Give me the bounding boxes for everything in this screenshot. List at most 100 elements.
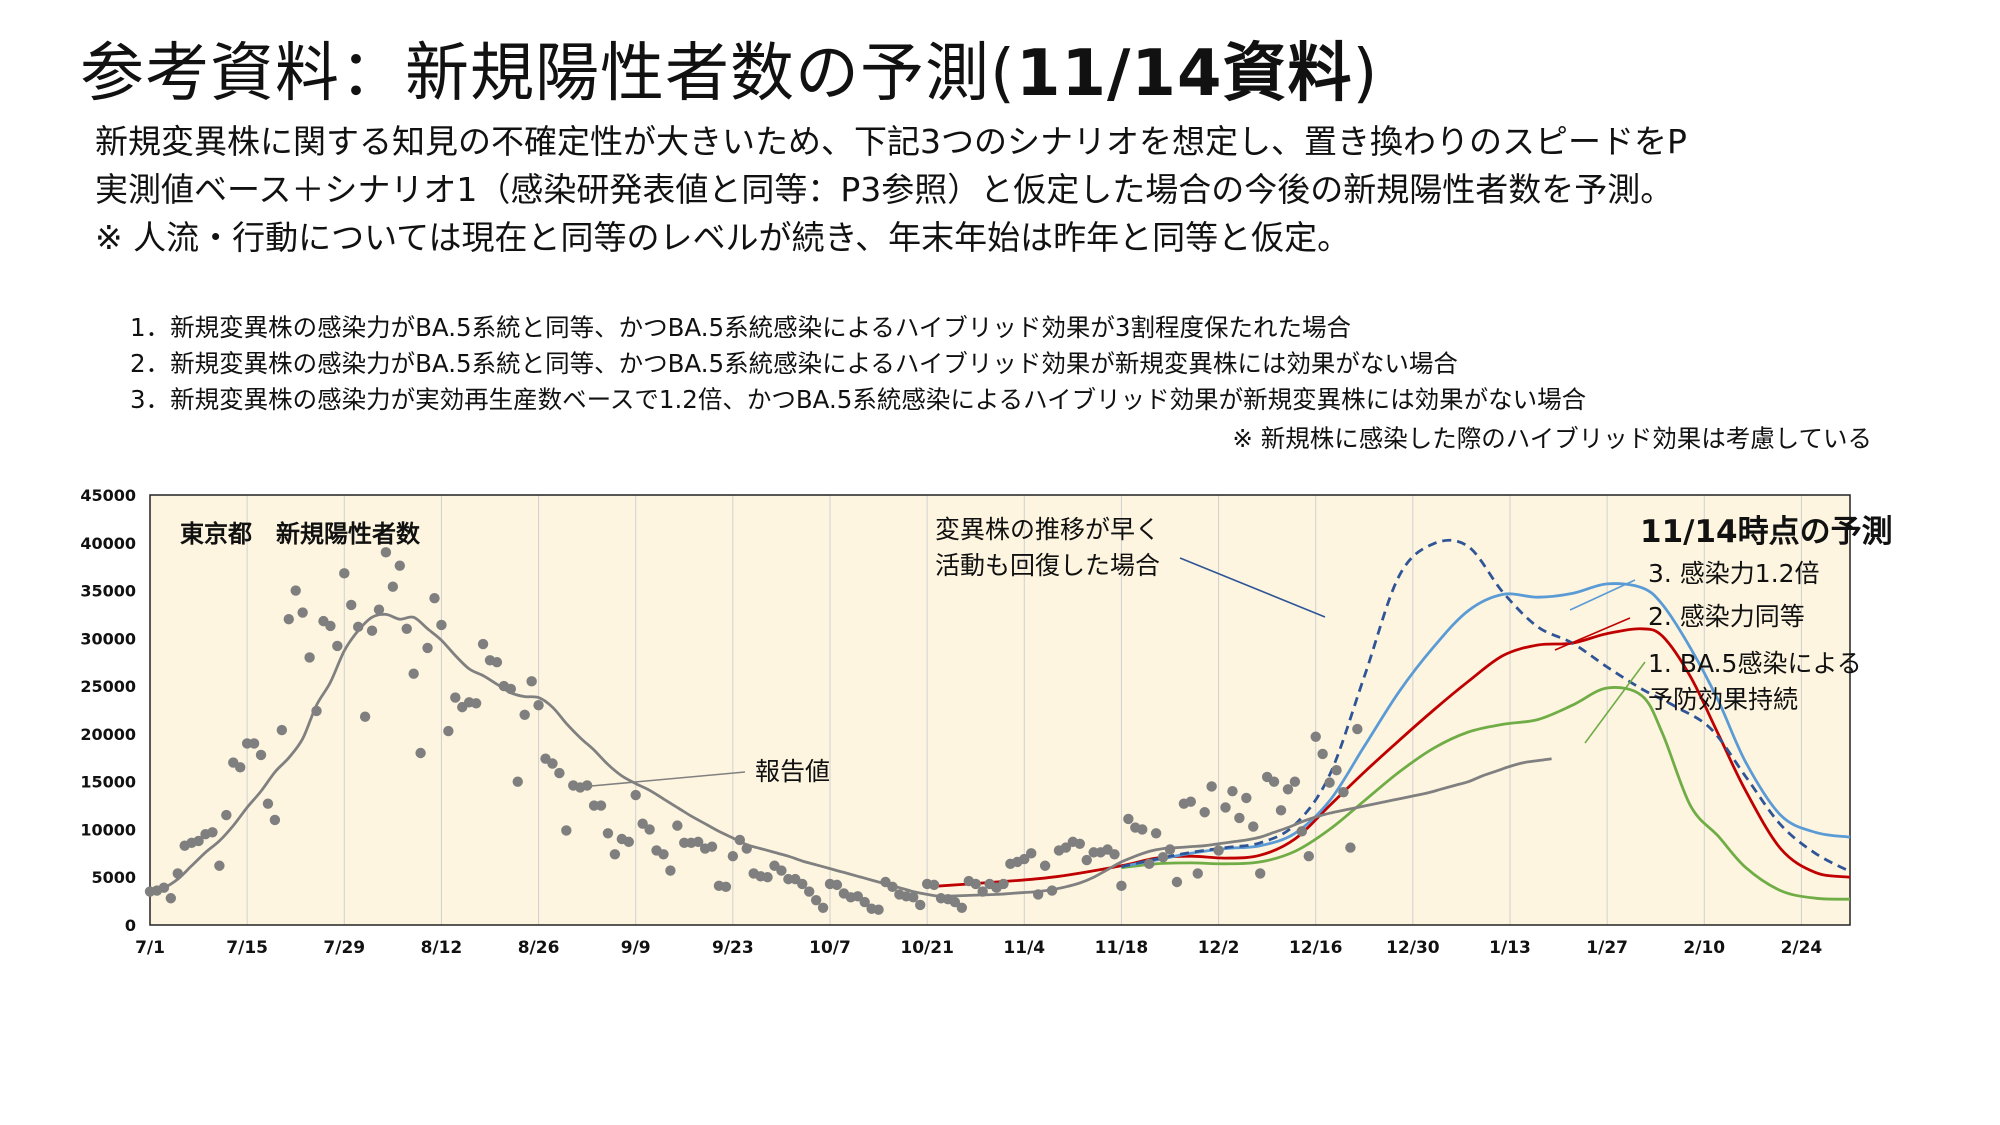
intro-line: 新規変異株に関する知見の不確定性が大きいため、下記3つのシナリオを想定し、置き換… xyxy=(95,122,1687,161)
data-point xyxy=(1185,796,1197,807)
x-tick-label: 8/26 xyxy=(518,938,560,958)
annotation-scenario3: 3. 感染力1.2倍 xyxy=(1648,559,1820,588)
data-point xyxy=(172,868,183,879)
title-end-text: ) xyxy=(1352,37,1379,111)
y-tick-label: 25000 xyxy=(80,677,136,696)
series-line-dashed xyxy=(1121,538,1851,873)
series-line-scenario3 xyxy=(1121,582,1851,869)
x-tick-label: 11/4 xyxy=(1003,938,1045,958)
series-line-scenario1 xyxy=(1121,686,1851,901)
data-point xyxy=(1192,868,1203,879)
plot-border xyxy=(149,494,1851,926)
data-point xyxy=(1019,853,1030,865)
data-point xyxy=(276,724,288,736)
data-point xyxy=(359,711,371,722)
annotation-dashed: 変異株の推移が早く xyxy=(935,515,1160,544)
data-point xyxy=(436,619,447,631)
data-point xyxy=(1227,786,1238,797)
data-point xyxy=(193,835,204,847)
data-point xyxy=(1150,828,1162,839)
data-point xyxy=(339,568,350,579)
data-point xyxy=(1255,868,1266,879)
data-point xyxy=(1039,860,1051,871)
data-point xyxy=(346,599,357,611)
leader-line-reported xyxy=(579,771,746,788)
x-tick-label: 12/16 xyxy=(1289,938,1343,958)
data-point xyxy=(637,818,648,829)
data-point xyxy=(1137,824,1148,835)
y-tick-label: 35000 xyxy=(80,582,136,601)
intro-line: ※ 人流・行動については現在と同等のレベルが続き、年末年始は昨年と同等と仮定。 xyxy=(95,218,1351,257)
data-point xyxy=(325,620,336,632)
data-point xyxy=(1143,858,1155,870)
data-point xyxy=(380,547,392,558)
x-tick-label: 10/7 xyxy=(809,938,851,958)
annotation-scenario1: 予防効果持続 xyxy=(1648,685,1798,714)
y-tick-label: 5000 xyxy=(91,868,136,887)
data-point xyxy=(1248,821,1259,832)
leader-line-dashed xyxy=(1179,557,1326,618)
data-point xyxy=(1026,848,1037,859)
data-point xyxy=(443,725,454,737)
data-point xyxy=(928,879,940,891)
data-point xyxy=(1164,844,1176,855)
x-tick-label: 2/10 xyxy=(1683,938,1725,958)
data-point xyxy=(672,820,683,831)
data-point xyxy=(415,747,426,759)
data-point xyxy=(1123,813,1134,825)
title-text: 参考資料：新規陽性者数の予測( xyxy=(80,37,1016,111)
data-point xyxy=(803,886,815,897)
data-point xyxy=(248,738,260,749)
data-point xyxy=(554,767,565,779)
data-point xyxy=(797,878,808,890)
data-point xyxy=(998,878,1009,890)
data-point xyxy=(1345,842,1356,853)
data-point xyxy=(221,809,232,821)
data-point xyxy=(1303,851,1314,862)
y-tick-label: 40000 xyxy=(80,534,136,553)
data-point xyxy=(692,836,704,848)
data-point xyxy=(706,841,718,852)
data-point xyxy=(422,642,433,654)
chart-title: 東京都 新規陽性者数 xyxy=(180,520,421,548)
data-point xyxy=(255,749,267,761)
data-point xyxy=(158,882,170,893)
annotation-scenario1: 1. BA.5感染による xyxy=(1648,649,1862,678)
data-point xyxy=(1317,748,1328,760)
data-point xyxy=(283,614,294,625)
data-point xyxy=(1338,786,1349,798)
x-tick-label: 2/24 xyxy=(1781,938,1823,958)
data-point xyxy=(1234,812,1245,824)
data-point xyxy=(561,825,572,836)
x-tick-label: 11/18 xyxy=(1095,938,1149,958)
data-point xyxy=(401,623,412,634)
data-point xyxy=(352,621,364,633)
data-point xyxy=(1296,826,1308,837)
data-point xyxy=(491,657,503,668)
data-point xyxy=(1331,765,1342,776)
data-point xyxy=(1171,876,1183,888)
y-tick-label: 0 xyxy=(125,916,136,935)
data-point xyxy=(533,700,544,711)
data-point xyxy=(1282,784,1294,795)
data-point xyxy=(450,692,461,703)
y-tick-label: 15000 xyxy=(80,773,136,792)
data-point xyxy=(956,902,968,913)
annotation-dashed: 活動も回復した場合 xyxy=(935,551,1160,580)
data-point xyxy=(831,879,843,891)
data-point xyxy=(1275,805,1287,816)
data-point xyxy=(977,886,988,897)
data-point xyxy=(214,860,225,871)
data-point xyxy=(644,824,655,835)
forecast-chart: 7/1 7/15 7/29 8/12 8/26 9/9 9/23 10/7 10/21 11/4 1… xyxy=(80,486,1892,958)
x-tick-label: 7/1 xyxy=(135,938,165,958)
intro-line: 実測値ベース＋シナリオ1（感染研発表値と同等：P3参照）と仮定した場合の今後の新… xyxy=(95,170,1674,209)
x-tick-label: 12/30 xyxy=(1386,938,1440,958)
data-point xyxy=(810,894,822,906)
data-point xyxy=(477,638,489,650)
x-tick-label: 1/27 xyxy=(1586,938,1628,958)
data-point xyxy=(852,891,863,902)
data-point xyxy=(949,896,961,908)
data-point xyxy=(1032,889,1044,900)
title-bold-text: 11/14資料 xyxy=(1015,37,1353,111)
